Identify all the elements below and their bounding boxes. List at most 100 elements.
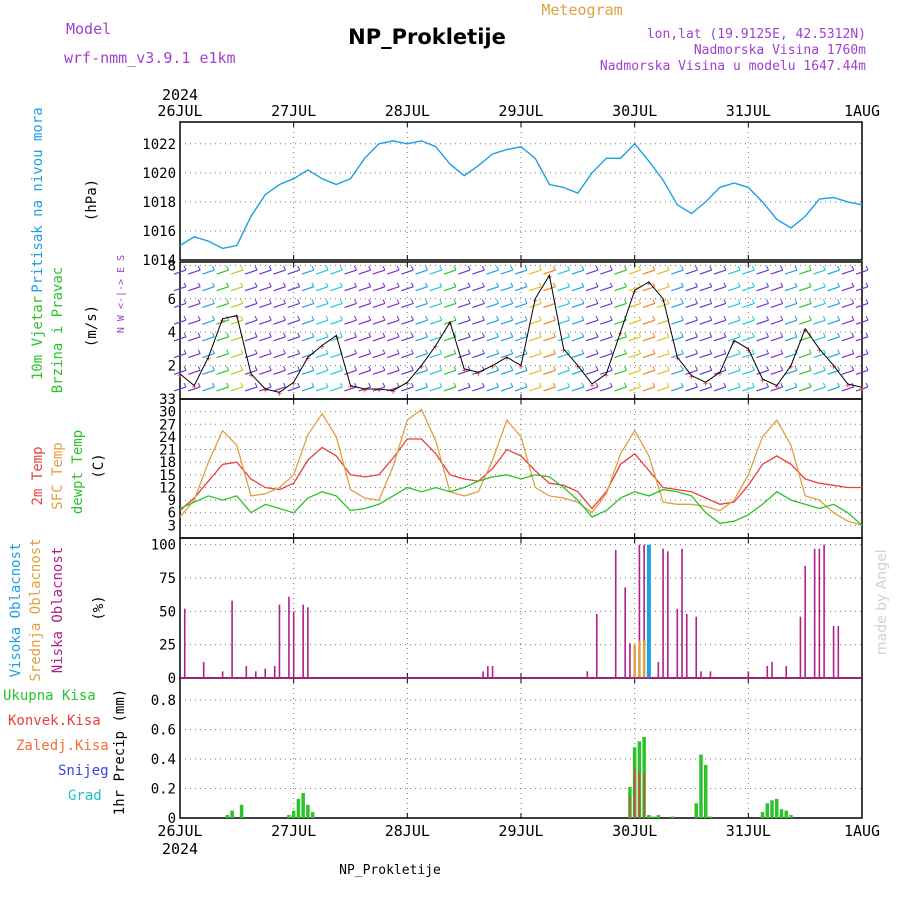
wind-barb <box>372 369 386 375</box>
wind-barb <box>813 336 826 342</box>
wind-barb <box>216 369 229 375</box>
wind-barb <box>216 386 229 392</box>
wind-barb <box>283 299 286 304</box>
total-precip-bar <box>760 812 765 818</box>
wind-barb <box>410 332 414 338</box>
wind-barb <box>344 336 357 342</box>
low-cloud-bar <box>288 596 290 678</box>
model-name: wrf-nmm_v3.9.1 e1km <box>64 49 236 67</box>
wind-barb <box>638 382 642 388</box>
low-cloud-bar <box>785 666 788 678</box>
wind-barb <box>202 386 215 392</box>
wind-barb <box>538 382 542 388</box>
wind-marker: + <box>760 376 766 386</box>
wind-barb <box>244 286 258 292</box>
total-precip-bar <box>230 810 234 818</box>
mid-cloud-bar <box>638 640 641 678</box>
wind-barb <box>453 332 457 338</box>
wind-barb <box>609 299 613 304</box>
wind-barb <box>524 265 528 271</box>
wind-marker: + <box>433 343 439 353</box>
wind-barb <box>372 352 386 359</box>
wind-barb <box>756 269 769 275</box>
temperature-ytick-label: 21 <box>159 443 176 459</box>
wind-barb <box>216 352 229 359</box>
wind-barb <box>813 369 826 375</box>
wind-barb <box>813 386 826 392</box>
wind-barb <box>808 299 812 304</box>
wind-barb <box>557 369 570 375</box>
wind-barb <box>680 299 684 304</box>
wind-barb <box>425 299 428 304</box>
wind-barb <box>202 319 215 325</box>
wind-barb <box>254 349 258 354</box>
wind-barb <box>557 302 570 309</box>
wind-barb <box>581 282 585 287</box>
wind-barb <box>794 366 798 371</box>
wind-barb <box>197 282 201 287</box>
wind-barb <box>585 352 599 359</box>
wind-barb <box>514 302 528 309</box>
wind-barb <box>851 349 855 354</box>
pressure-ylabel-name: Pritisak na nivou mora <box>30 107 46 292</box>
wind-barb <box>273 369 286 375</box>
wind-barb <box>230 302 244 309</box>
wind-barb <box>173 319 187 325</box>
wind-barb <box>600 352 613 359</box>
wind-barb <box>486 386 499 392</box>
wind-barb <box>467 282 471 287</box>
wind-barb <box>496 265 500 271</box>
wind-barb <box>567 382 571 388</box>
wind-barb <box>841 269 854 275</box>
wind-barb <box>510 349 514 354</box>
wind-barb <box>567 349 571 354</box>
legend-hail: Grad <box>68 788 102 804</box>
cloud-ylabel-high: Visoka Oblacnost <box>8 543 24 678</box>
wind-barb <box>837 299 841 304</box>
bottom-date-label: 27JUL <box>271 822 316 840</box>
wind-barb <box>851 265 855 271</box>
conv-precip-bar <box>633 766 636 818</box>
wind-barb <box>766 366 769 371</box>
wind-barb <box>642 269 656 275</box>
wind-barb <box>780 332 784 338</box>
wind-barb <box>642 352 656 359</box>
wind-barb <box>595 366 599 371</box>
wind-barb <box>481 349 485 354</box>
wind-barb <box>798 369 812 375</box>
wind-barb <box>652 299 656 304</box>
low-cloud-bar <box>264 668 267 678</box>
wind-barb <box>514 319 528 325</box>
wind-barb <box>268 366 272 371</box>
wind-barb <box>457 319 471 325</box>
cloud-ylabel-mid: Srednja Oblacnost <box>28 538 44 681</box>
wind-barb <box>784 386 798 392</box>
low-cloud-bar <box>685 614 688 678</box>
wind-barb <box>822 382 826 388</box>
wind-barb <box>798 286 812 292</box>
wind-barb <box>386 319 400 325</box>
wind-barb <box>727 269 741 275</box>
wind-barb <box>794 282 798 287</box>
temperature-ytick-label: 24 <box>159 430 176 446</box>
wind-barb <box>396 315 400 321</box>
wind-barb <box>401 269 414 275</box>
wind-barb <box>699 336 712 342</box>
wind-barb <box>486 352 499 359</box>
wind-barb <box>216 302 229 309</box>
wind-barb <box>410 366 414 371</box>
wind-barb <box>382 315 386 321</box>
wind-barb <box>624 265 627 271</box>
clouds-ytick-label: 25 <box>159 638 176 654</box>
top-date-label: 26JUL <box>157 102 202 120</box>
wind-barb <box>453 299 457 304</box>
low-cloud-bar <box>183 608 186 678</box>
wind-barb <box>382 282 386 287</box>
top-date-label: 27JUL <box>271 102 316 120</box>
wind-barb <box>837 349 841 354</box>
wind-marker: + <box>618 329 624 339</box>
wind-barb <box>557 336 570 342</box>
top-date-label: 29JUL <box>498 102 543 120</box>
wind-barb <box>798 386 812 392</box>
low-cloud-bar <box>595 614 598 678</box>
